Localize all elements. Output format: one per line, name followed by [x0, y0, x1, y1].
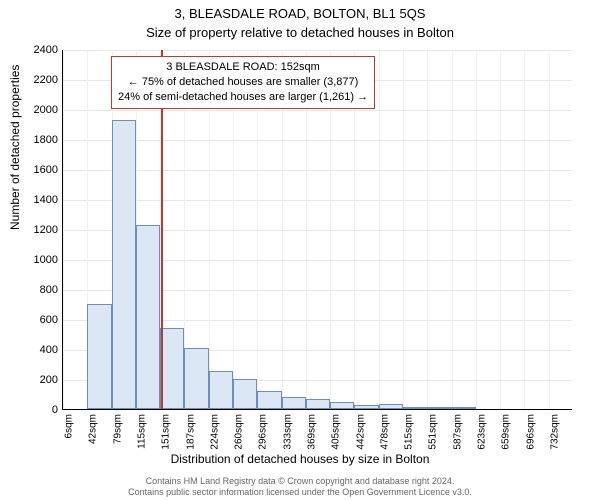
histogram-bar [379, 404, 403, 409]
grid-vertical [500, 50, 501, 409]
histogram-chart: 0200400600800100012001400160018002000220… [62, 50, 572, 410]
grid-horizontal [63, 110, 572, 111]
y-tick-label: 2000 [18, 104, 58, 116]
histogram-bar [160, 328, 184, 409]
histogram-bar [427, 407, 451, 409]
y-tick-label: 400 [18, 344, 58, 356]
grid-vertical [403, 50, 404, 409]
x-tick-label: 478sqm [379, 414, 390, 450]
x-tick-label: 696sqm [525, 414, 536, 450]
page-title: 3, BLEASDALE ROAD, BOLTON, BL1 5QS [0, 0, 600, 21]
histogram-bar [403, 407, 427, 409]
x-tick-label: 260sqm [234, 414, 245, 450]
grid-vertical [427, 50, 428, 409]
y-tick-label: 1600 [18, 164, 58, 176]
x-tick-label: 224sqm [209, 414, 220, 450]
histogram-bar [257, 391, 281, 409]
y-tick-label: 800 [18, 284, 58, 296]
grid-vertical [476, 50, 477, 409]
annotation-line-2: ← 75% of detached houses are smaller (3,… [118, 75, 368, 90]
x-tick-label: 79sqm [112, 414, 123, 444]
annotation-line-3: 24% of semi-detached houses are larger (… [118, 90, 368, 105]
y-tick-label: 1200 [18, 224, 58, 236]
x-axis-label: Distribution of detached houses by size … [0, 452, 600, 466]
x-tick-label: 6sqm [64, 414, 75, 438]
histogram-bar [306, 399, 330, 410]
y-tick-label: 0 [18, 404, 58, 416]
x-tick-label: 587sqm [452, 414, 463, 450]
y-tick-label: 200 [18, 374, 58, 386]
histogram-bar [354, 405, 378, 410]
footer-line-1: Contains HM Land Registry data © Crown c… [0, 476, 600, 487]
y-tick-label: 1000 [18, 254, 58, 266]
grid-horizontal [63, 170, 572, 171]
x-tick-label: 333sqm [282, 414, 293, 450]
x-tick-label: 405sqm [331, 414, 342, 450]
page-subtitle: Size of property relative to detached ho… [0, 21, 600, 40]
footer-line-2: Contains public sector information licen… [0, 487, 600, 498]
x-tick-label: 623sqm [476, 414, 487, 450]
y-tick-label: 2400 [18, 44, 58, 56]
histogram-bar [87, 304, 111, 409]
histogram-bar [112, 120, 136, 410]
y-tick-label: 600 [18, 314, 58, 326]
x-tick-label: 659sqm [501, 414, 512, 450]
grid-vertical [549, 50, 550, 409]
histogram-bar [282, 397, 306, 409]
x-tick-label: 187sqm [185, 414, 196, 450]
histogram-bar [136, 225, 160, 410]
histogram-bar [452, 407, 476, 409]
x-tick-label: 115sqm [136, 414, 147, 449]
x-tick-label: 42sqm [88, 414, 99, 444]
histogram-bar [233, 379, 257, 409]
footer-attribution: Contains HM Land Registry data © Crown c… [0, 476, 600, 499]
y-tick-label: 1800 [18, 134, 58, 146]
annotation-line-1: 3 BLEASDALE ROAD: 152sqm [118, 60, 368, 75]
grid-vertical [63, 50, 64, 409]
annotation-box: 3 BLEASDALE ROAD: 152sqm← 75% of detache… [111, 56, 375, 109]
y-tick-label: 2200 [18, 74, 58, 86]
grid-horizontal [63, 200, 572, 201]
histogram-bar [209, 371, 233, 409]
x-tick-label: 369sqm [306, 414, 317, 450]
x-tick-label: 732sqm [549, 414, 560, 450]
x-tick-label: 151sqm [161, 414, 172, 450]
plot-area: 0200400600800100012001400160018002000220… [62, 50, 572, 410]
y-tick-label: 1400 [18, 194, 58, 206]
x-tick-label: 551sqm [428, 414, 439, 450]
x-tick-label: 515sqm [404, 414, 415, 450]
histogram-bar [184, 348, 208, 409]
histogram-bar [330, 402, 354, 409]
grid-vertical [452, 50, 453, 409]
grid-horizontal [63, 50, 572, 51]
grid-vertical [524, 50, 525, 409]
x-tick-label: 442sqm [355, 414, 366, 450]
x-tick-label: 296sqm [258, 414, 269, 450]
grid-vertical [379, 50, 380, 409]
grid-horizontal [63, 140, 572, 141]
